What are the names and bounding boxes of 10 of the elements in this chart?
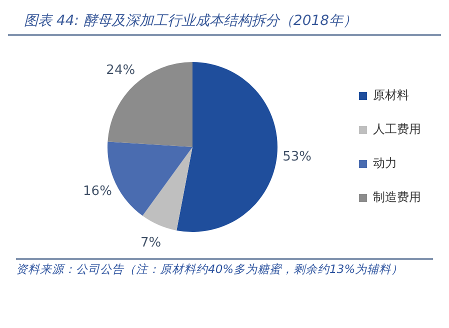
data-label: 24% — [106, 62, 136, 78]
legend-label: 制造费用 — [373, 190, 421, 204]
data-label: 16% — [83, 184, 112, 200]
data-label: 53% — [282, 149, 312, 164]
chart-title: 图表 44: 酵母及深加工行业成本结构拆分（2018年） — [8, 8, 441, 36]
legend-label: 人工费用 — [373, 122, 421, 136]
legend-label: 动力 — [373, 156, 397, 170]
legend-label: 原材料 — [373, 88, 409, 102]
text: 资料来源：公司公告（注：原材料约40%多为糖蜜，剩余约13%为辅料） — [16, 262, 404, 277]
data-label: 7% — [140, 236, 162, 251]
